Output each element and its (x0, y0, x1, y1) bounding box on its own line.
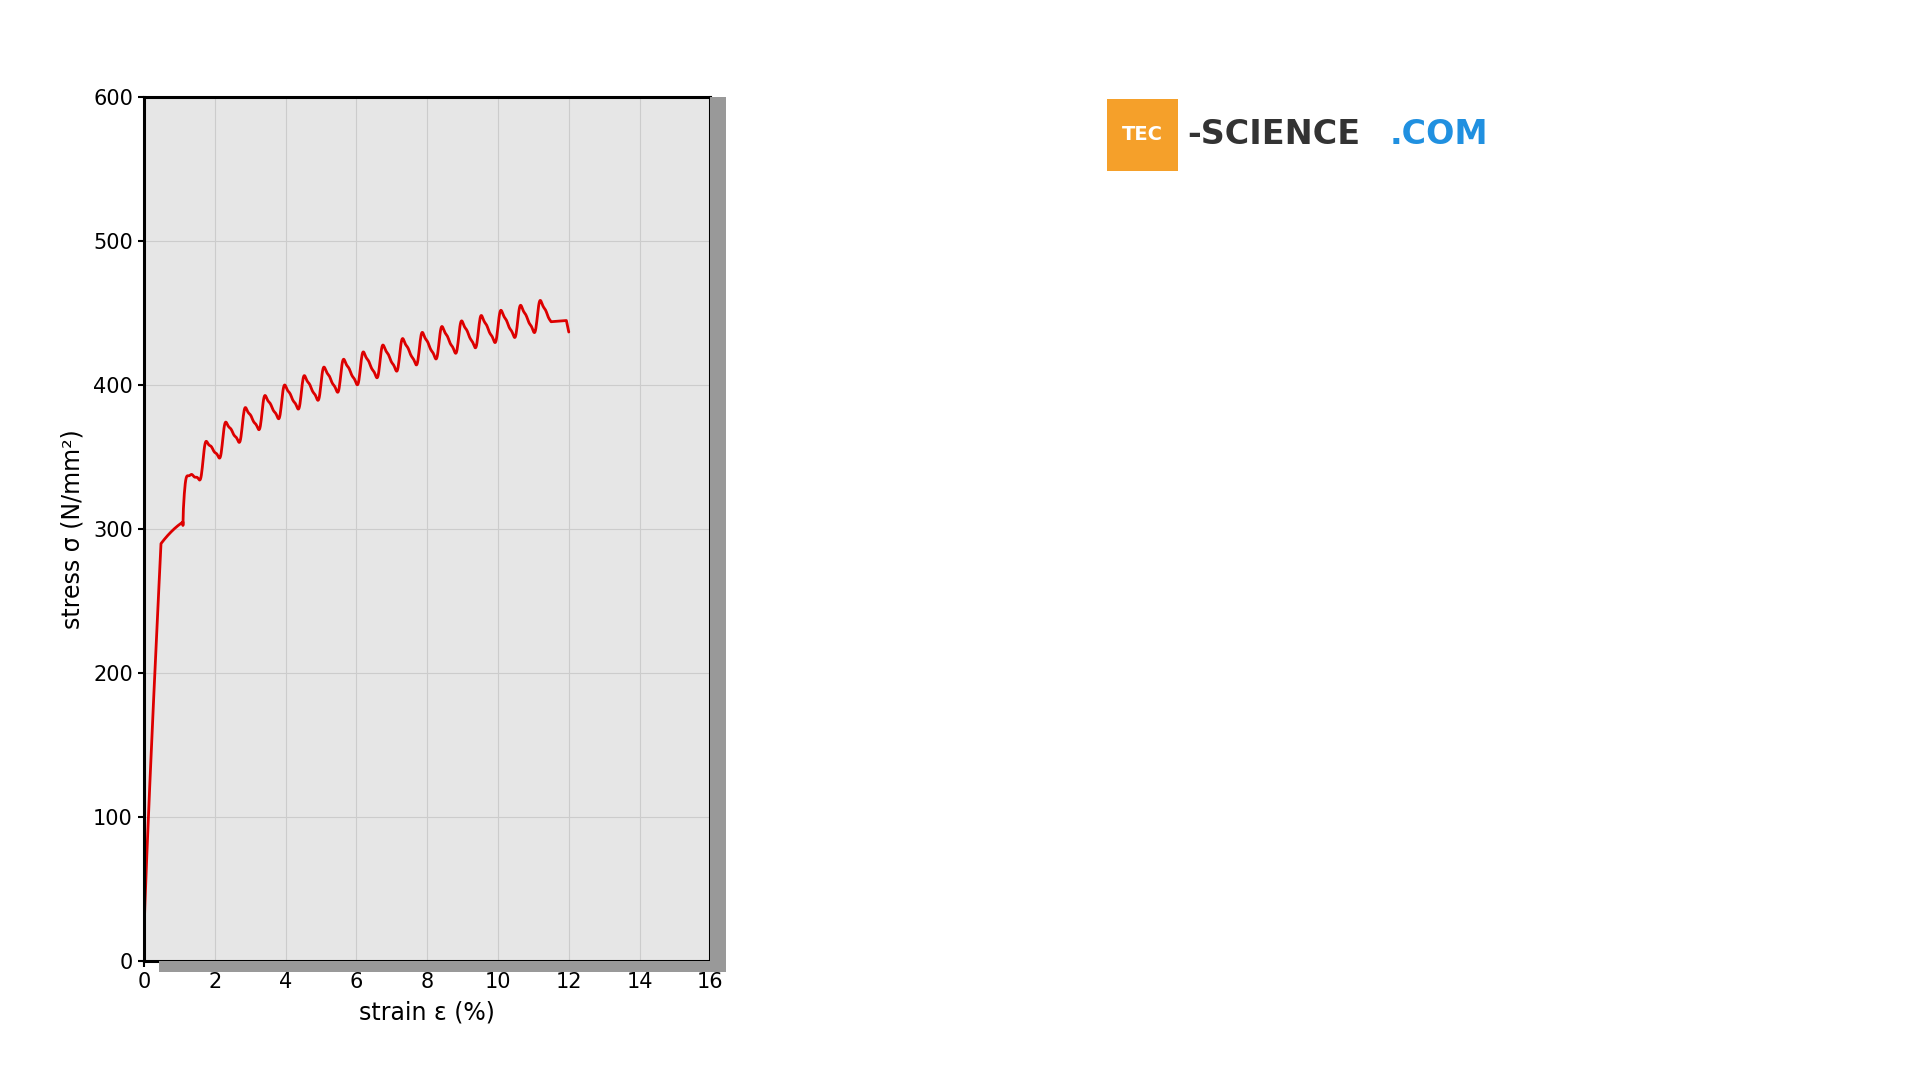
X-axis label: strain ε (%): strain ε (%) (359, 1001, 495, 1025)
Y-axis label: stress σ (N/mm²): stress σ (N/mm²) (61, 430, 84, 629)
Circle shape (1106, 99, 1179, 171)
Text: .COM: .COM (1390, 119, 1488, 151)
Text: -SCIENCE: -SCIENCE (1188, 119, 1361, 151)
Text: TEC: TEC (1121, 125, 1164, 145)
